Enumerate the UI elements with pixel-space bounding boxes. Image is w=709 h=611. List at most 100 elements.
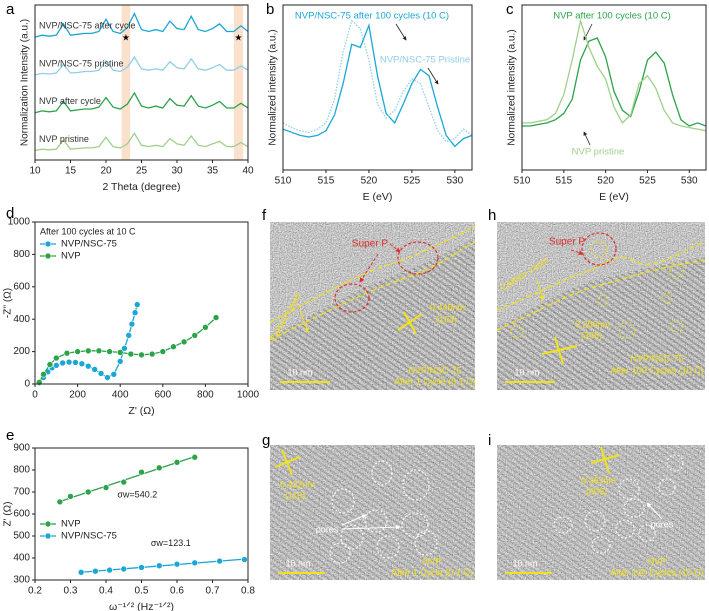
series-label: NVP after cycle — [39, 96, 101, 106]
y-tick-label: 400 — [13, 314, 30, 325]
marker — [191, 453, 199, 461]
legend-marker — [44, 252, 52, 260]
plot-frame — [34, 221, 249, 385]
sample: NVP — [648, 556, 667, 566]
panel-label: e — [6, 427, 14, 444]
condition: After 1 Cycle (0.1 C) — [391, 567, 473, 577]
legend-marker — [44, 240, 52, 248]
marker — [104, 374, 111, 381]
panel-label: d — [6, 205, 14, 222]
x-tick-label: 0.5 — [135, 586, 149, 597]
panel-label: h — [488, 207, 496, 224]
arrow — [341, 524, 401, 530]
legend-label: NVP — [61, 251, 81, 262]
legend-marker — [44, 532, 52, 540]
particles — [510, 262, 685, 339]
y-tick-label: 1000 — [8, 217, 31, 228]
y-tick-label: 800 — [13, 465, 30, 476]
series-line — [522, 37, 707, 127]
x-tick-label: 520 — [361, 176, 378, 187]
marker — [102, 484, 110, 491]
marker — [125, 332, 133, 339]
plot-frame — [521, 4, 707, 171]
y-axis-label: Normalized intensity (a.u.) — [507, 29, 518, 145]
label-arrow — [427, 67, 439, 85]
y-axis-label: Z' (Ω) — [3, 502, 14, 527]
d-spacing: 0.445nm — [430, 302, 465, 312]
legend-label: NVP/NSC-75 — [61, 531, 117, 542]
x-axis-label: E (eV) — [363, 191, 393, 203]
x-tick-label: 0.3 — [64, 586, 78, 597]
marker — [56, 498, 64, 506]
marker — [133, 301, 141, 308]
lattice-marker — [397, 311, 423, 335]
micrograph-g: g pores 0.432nm (110) 10 nm NVP After 1 … — [262, 432, 475, 580]
x-tick-label: 0.4 — [99, 586, 113, 597]
x-axis-label: 2 Theta (degree) — [102, 181, 180, 193]
marker — [91, 366, 98, 373]
arrow — [341, 514, 367, 526]
shaded-region — [233, 5, 244, 160]
x-tick-label: 35 — [207, 166, 219, 177]
series-line — [38, 304, 138, 384]
plane: (110) — [285, 490, 305, 500]
marker — [202, 323, 209, 331]
y-tick-label: 600 — [13, 509, 30, 520]
series-line — [282, 19, 473, 143]
region-label: ★ — [122, 32, 130, 42]
marker — [92, 567, 99, 575]
series-label: NVP/NSC-75 after cycle — [39, 21, 136, 31]
fit-line — [59, 455, 195, 503]
marker — [65, 358, 73, 366]
marker — [138, 564, 145, 571]
marker — [128, 320, 136, 328]
scale-label: 10 nm — [514, 367, 539, 377]
scale-label: 10 nm — [287, 367, 312, 377]
boundary — [496, 259, 706, 331]
x-tick-label: 0.2 — [28, 586, 42, 597]
marker — [191, 559, 199, 567]
label-arrow — [395, 23, 407, 41]
marker — [46, 361, 54, 368]
panel-label: g — [262, 432, 270, 449]
pores — [329, 460, 438, 564]
y-tick-label: 700 — [13, 487, 30, 498]
y-tick-label: 300 — [13, 575, 30, 586]
marker — [120, 565, 128, 573]
scale-label: 10 nm — [285, 558, 310, 568]
super-p-label: Super P — [549, 237, 585, 248]
x-axis-label: E (eV) — [599, 191, 629, 203]
plot-frame — [34, 447, 249, 581]
x-tick-label: 0.7 — [206, 586, 220, 597]
panel-label: b — [266, 1, 274, 18]
panel-label: c — [506, 1, 514, 18]
marker — [78, 360, 86, 368]
lattice-marker — [590, 446, 620, 474]
plane: (104) — [436, 314, 457, 324]
x-tick-label: 1000 — [237, 390, 260, 401]
y-tick-label: 500 — [13, 531, 30, 542]
d-spacing: 0.206nm — [575, 319, 610, 329]
x-axis-label: ω⁻¹ᐟ² (Hz⁻¹ᐟ²) — [109, 601, 174, 611]
x-tick-label: 200 — [69, 390, 86, 401]
marker — [121, 345, 128, 352]
series-line — [38, 317, 217, 383]
scale-label: 10 nm — [512, 558, 537, 568]
series-label: NVP/NSC-75 Pristine — [380, 55, 470, 66]
pores-label: pores — [651, 519, 674, 529]
marker — [106, 566, 113, 574]
arrow — [570, 249, 584, 256]
arrow — [299, 309, 309, 333]
marker — [67, 493, 74, 500]
marker — [120, 478, 128, 486]
plot-frame — [282, 4, 473, 171]
marker — [127, 350, 135, 358]
sample: NVP/NSC-75 — [408, 365, 461, 375]
x-tick-label: 510 — [275, 176, 292, 187]
panel-label: i — [488, 432, 491, 449]
legend-label: NVP/NSC-75 — [61, 239, 117, 250]
series-label: NVP/NSC-75 pristine — [39, 58, 124, 68]
legend-label: NVP — [61, 519, 81, 530]
micrograph-i: i pores 0.363nm (006) 10 nm NVP After 10… — [488, 432, 705, 580]
